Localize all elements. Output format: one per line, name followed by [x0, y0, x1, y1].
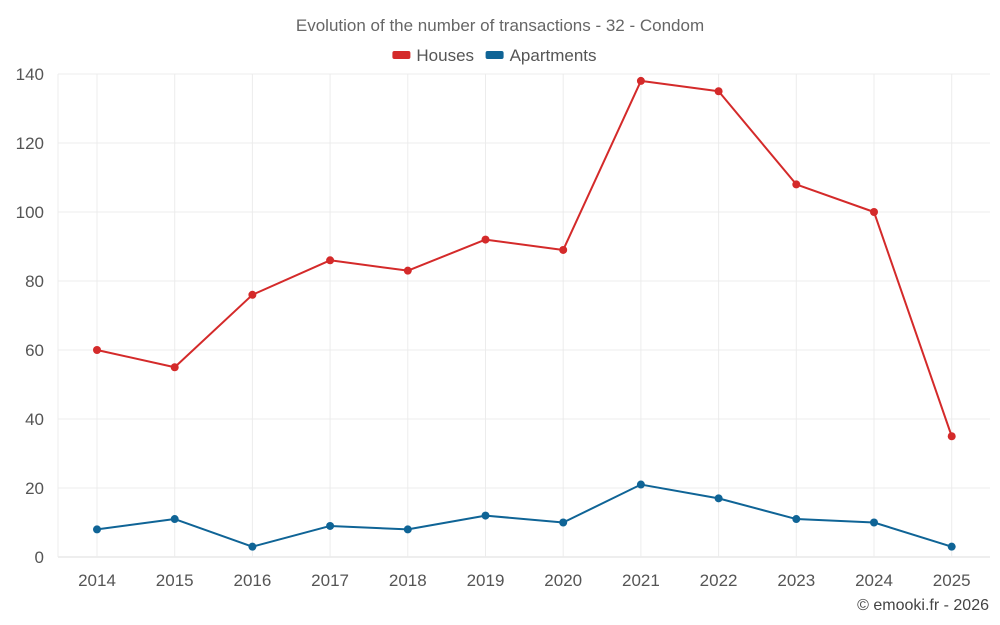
series-layer	[93, 76, 956, 551]
series-houses	[93, 76, 956, 441]
y-axis-ticks: 0 20 40 60 80 100 120 140	[16, 65, 44, 567]
data-point-apartments[interactable]	[714, 494, 723, 503]
y-tick-label: 120	[16, 134, 44, 153]
x-tick-label: 2020	[544, 571, 582, 590]
y-tick-label: 80	[25, 272, 44, 291]
legend-item-houses[interactable]: Houses	[392, 46, 474, 65]
legend-label: Apartments	[510, 46, 597, 65]
x-tick-label: 2015	[156, 571, 194, 590]
x-tick-label: 2022	[700, 571, 738, 590]
x-tick-label: 2019	[467, 571, 505, 590]
legend: Houses Apartments	[392, 46, 597, 65]
y-tick-label: 140	[16, 65, 44, 84]
data-point-apartments[interactable]	[559, 518, 568, 527]
data-point-houses[interactable]	[403, 266, 412, 275]
x-tick-label: 2024	[855, 571, 893, 590]
x-axis-ticks: 2014 2015 2016 2017 2018 2019 2020 2021 2022 2023…	[78, 571, 971, 590]
y-tick-label: 0	[35, 548, 44, 567]
legend-item-apartments[interactable]: Apartments	[485, 46, 597, 65]
data-point-houses[interactable]	[170, 363, 179, 372]
data-point-apartments[interactable]	[792, 515, 801, 524]
data-point-houses[interactable]	[248, 290, 257, 299]
data-point-houses[interactable]	[870, 208, 878, 216]
series-line-houses	[96, 79, 953, 437]
data-point-houses[interactable]	[792, 180, 801, 189]
data-point-houses[interactable]	[947, 432, 956, 441]
data-point-apartments[interactable]	[93, 525, 101, 534]
y-tick-label: 20	[25, 479, 44, 498]
y-tick-label: 60	[25, 341, 44, 360]
data-point-houses[interactable]	[93, 346, 101, 354]
data-point-apartments[interactable]	[403, 525, 412, 534]
grid	[57, 73, 990, 558]
x-tick-label: 2017	[311, 571, 349, 590]
credit-text: © emooki.fr - 2026	[857, 597, 989, 614]
legend-swatch	[485, 51, 504, 59]
series-line-apartments	[96, 483, 952, 548]
legend-swatch	[392, 51, 411, 59]
data-point-houses[interactable]	[636, 76, 645, 85]
x-tick-label: 2023	[777, 571, 815, 590]
series-apartments	[93, 480, 956, 551]
data-point-apartments[interactable]	[170, 515, 179, 524]
data-point-houses[interactable]	[714, 87, 723, 96]
x-tick-label: 2014	[78, 571, 116, 590]
data-point-apartments[interactable]	[870, 518, 878, 527]
data-point-apartments[interactable]	[326, 521, 335, 530]
data-point-apartments[interactable]	[481, 511, 490, 520]
x-tick-label: 2025	[933, 571, 971, 590]
x-tick-label: 2018	[389, 571, 427, 590]
y-tick-label: 100	[16, 203, 44, 222]
data-point-houses[interactable]	[559, 245, 568, 254]
y-tick-label: 40	[25, 410, 44, 429]
x-tick-label: 2021	[622, 571, 660, 590]
data-point-houses[interactable]	[481, 235, 490, 244]
data-point-houses[interactable]	[326, 256, 335, 265]
data-point-apartments[interactable]	[636, 480, 645, 489]
legend-label: Houses	[416, 46, 474, 65]
x-tick-label: 2016	[233, 571, 271, 590]
data-point-apartments[interactable]	[248, 542, 257, 551]
data-point-apartments[interactable]	[947, 542, 956, 551]
chart-title: Evolution of the number of transactions …	[296, 16, 704, 35]
